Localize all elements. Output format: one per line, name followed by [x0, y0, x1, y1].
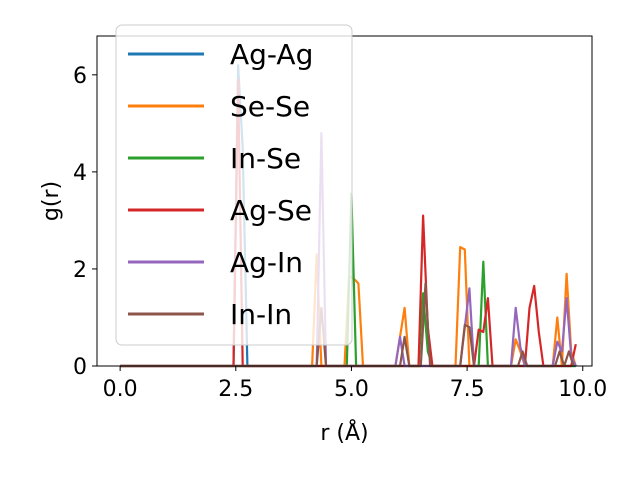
x-tick-label: 0.0 — [103, 377, 138, 402]
legend-label: In-Se — [230, 142, 301, 175]
y-tick-label: 2 — [73, 258, 87, 283]
legend: Ag-Ag Se-Se In-Se Ag-Se Ag-In In-In — [115, 24, 353, 346]
y-axis-label: g(r) — [39, 181, 64, 221]
legend-label: Ag-In — [230, 246, 303, 279]
y-tick-label: 6 — [73, 64, 87, 89]
x-tick-label: 10.0 — [558, 377, 607, 402]
legend-label: Ag-Ag — [230, 38, 313, 71]
y-axis-ticks: 0 2 4 6 — [73, 64, 97, 380]
legend-box — [115, 24, 353, 346]
x-tick-label: 7.5 — [450, 377, 485, 402]
y-tick-label: 0 — [73, 355, 87, 380]
y-tick-label: 4 — [73, 161, 87, 186]
legend-label: Ag-Se — [230, 194, 312, 227]
x-tick-label: 5.0 — [334, 377, 369, 402]
legend-label: In-In — [230, 298, 292, 331]
legend-label: Se-Se — [230, 90, 310, 123]
x-tick-label: 2.5 — [218, 377, 253, 402]
x-axis-label: r (Å) — [320, 419, 368, 446]
x-axis-ticks: 0.0 2.5 5.0 7.5 10.0 — [103, 366, 607, 402]
